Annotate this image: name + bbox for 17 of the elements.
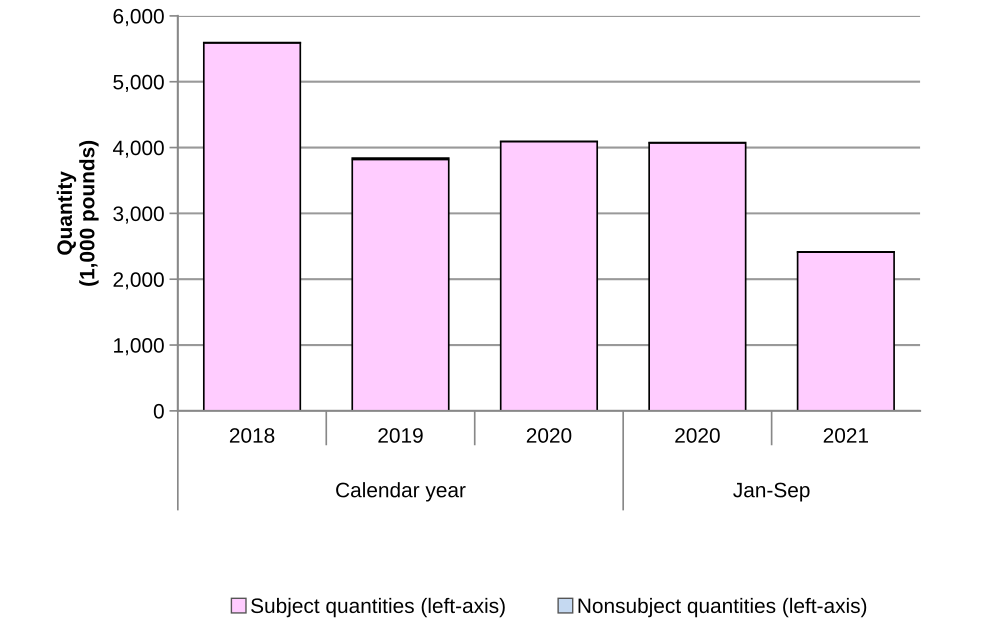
- x-tick-label: 2018: [230, 428, 274, 443]
- y-tick-label: 5,000: [113, 74, 164, 92]
- x-tick-label: 2020: [675, 428, 720, 443]
- y-axis-title: Quantity (1,000 pounds): [56, 140, 99, 286]
- legend-label: Nonsubject quantities (left-axis): [578, 598, 866, 618]
- y-tick-label: 2,000: [114, 272, 164, 290]
- y-tick-label: 3,000: [113, 206, 164, 224]
- y-tick-label: 1,000: [114, 338, 164, 356]
- x-tick-label: 2021: [824, 428, 868, 443]
- y-tick-label: 6,000: [114, 8, 164, 26]
- text: Calendar year: [336, 482, 466, 502]
- legend-label: Subject quantities (left-axis): [251, 598, 505, 618]
- y-tick-label: 0: [154, 404, 164, 419]
- text: Jan-Sep: [733, 482, 810, 502]
- x-tick-label: 2020: [526, 428, 572, 443]
- y-tick-label: 4,000: [112, 140, 164, 158]
- x-tick-label: 2019: [378, 428, 423, 443]
